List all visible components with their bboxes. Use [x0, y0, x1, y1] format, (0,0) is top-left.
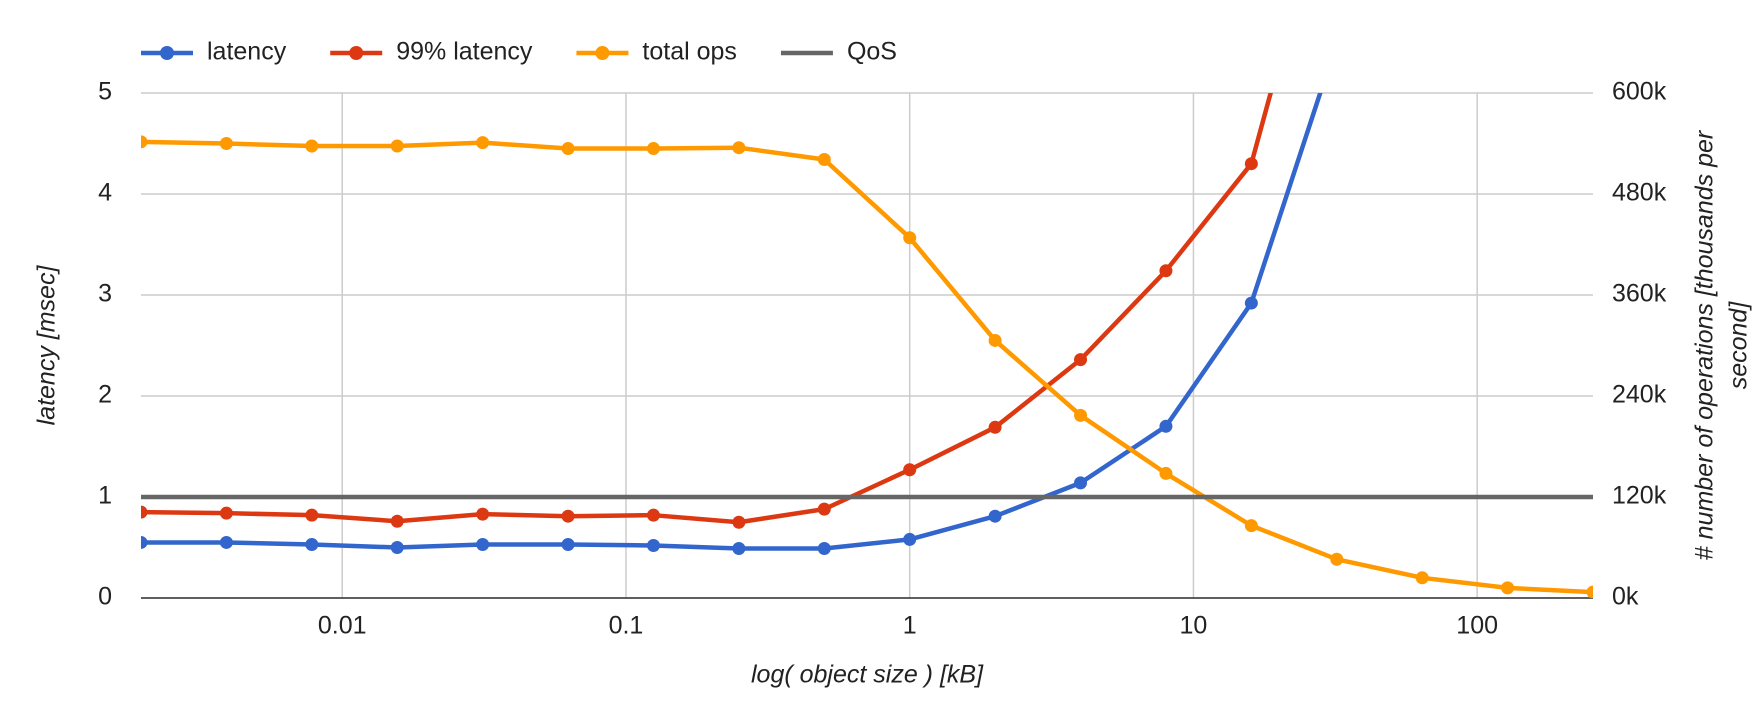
- legend-label: 99% latency: [396, 38, 533, 66]
- data-point: [305, 508, 319, 522]
- data-point: [732, 542, 746, 556]
- data-point: [561, 509, 575, 523]
- y-tick-label: 1: [98, 482, 112, 510]
- data-point: [988, 509, 1002, 523]
- data-point: [903, 231, 917, 245]
- data-point: [561, 142, 575, 156]
- y2-tick-label: 360k: [1612, 280, 1667, 308]
- data-point: [1159, 419, 1173, 433]
- data-point: [817, 542, 831, 556]
- y-tick-label: 5: [98, 78, 112, 106]
- legend-label: latency: [207, 38, 287, 66]
- data-point: [646, 508, 660, 522]
- y2-axis-title: # number of operations [thousands per: [1691, 129, 1719, 560]
- data-point: [1074, 408, 1088, 422]
- y-tick-label: 0: [98, 583, 112, 611]
- data-point: [988, 333, 1002, 347]
- data-point: [219, 506, 233, 520]
- data-point: [476, 136, 490, 150]
- y2-axis-title: second]: [1725, 301, 1753, 390]
- x-tick-label: 1: [903, 612, 917, 640]
- x-tick-label: 0.1: [609, 612, 644, 640]
- data-point: [1244, 157, 1258, 171]
- x-tick-label: 0.01: [318, 612, 367, 640]
- legend-marker: [160, 46, 174, 60]
- data-point: [988, 420, 1002, 434]
- data-point: [219, 137, 233, 150]
- legend-label: QoS: [847, 38, 897, 66]
- data-point: [732, 515, 746, 529]
- data-point: [903, 532, 917, 546]
- data-point: [903, 463, 917, 477]
- data-point: [1074, 353, 1088, 367]
- series-line: [141, 139, 1593, 595]
- data-point: [1586, 585, 1593, 598]
- data-point: [1159, 264, 1173, 278]
- legend-marker: [349, 46, 364, 60]
- y-tick-label: 2: [98, 381, 112, 409]
- data-point: [1159, 466, 1173, 480]
- data-point: [305, 139, 319, 153]
- data-point: [1330, 552, 1344, 566]
- legend-marker: [595, 46, 610, 60]
- data-point: [305, 537, 319, 551]
- x-axis-title: log( object size ) [kB]: [751, 661, 984, 689]
- y-axis-title: latency [msec]: [33, 265, 61, 426]
- y-tick-label: 3: [98, 280, 112, 308]
- y-tick-label: 4: [98, 179, 112, 207]
- data-point: [1244, 296, 1258, 310]
- data-point: [1330, 36, 1343, 49]
- x-tick-label: 100: [1456, 612, 1498, 640]
- data-point: [1244, 519, 1258, 533]
- data-point: [817, 152, 831, 166]
- y2-tick-label: 120k: [1612, 482, 1667, 510]
- data-point: [646, 538, 660, 552]
- data-point: [476, 537, 490, 551]
- data-point: [390, 514, 404, 528]
- plot-area: [141, 36, 1593, 598]
- y2-tick-label: 240k: [1612, 381, 1667, 409]
- data-point: [1415, 571, 1429, 585]
- y2-tick-label: 480k: [1612, 179, 1667, 207]
- data-point: [219, 535, 233, 549]
- data-point: [141, 135, 148, 149]
- y2-tick-label: 0k: [1612, 583, 1639, 611]
- data-point: [561, 537, 575, 551]
- data-point: [390, 139, 404, 153]
- x-tick-label: 10: [1180, 612, 1208, 640]
- data-point: [817, 502, 831, 516]
- series-line: [141, 93, 1273, 525]
- data-point: [732, 141, 746, 155]
- legend-label: total ops: [642, 38, 737, 66]
- y2-tick-label: 600k: [1612, 78, 1667, 106]
- data-point: [1501, 581, 1515, 595]
- data-point: [141, 535, 148, 549]
- data-point: [1074, 476, 1088, 490]
- data-point: [476, 507, 490, 521]
- data-point: [141, 505, 148, 519]
- data-point: [646, 142, 660, 156]
- data-point: [390, 541, 404, 554]
